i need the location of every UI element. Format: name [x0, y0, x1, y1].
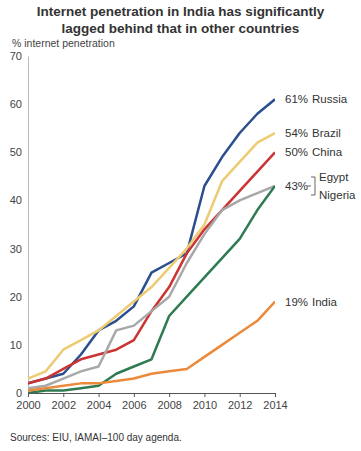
y-axis-label: % internet penetration	[12, 37, 115, 49]
y-tick-label: 60	[10, 98, 22, 110]
x-tick: 2000	[16, 393, 40, 411]
series-name: Nigeria	[319, 189, 356, 201]
y-axis: 0 10 20 30 40 50 60 70	[10, 50, 29, 399]
series-name: China	[312, 146, 343, 158]
series-name: Russia	[312, 93, 348, 105]
x-tick-label: 2008	[157, 399, 181, 411]
series-line	[28, 186, 275, 393]
label-bracket	[307, 177, 315, 195]
y-tick-label: 30	[10, 243, 22, 255]
x-tick-label: 2004	[87, 399, 111, 411]
y-tick-label: 40	[10, 194, 22, 206]
value-label: 50%	[285, 146, 308, 158]
y-tick: 30	[10, 243, 28, 255]
y-tick-label: 50	[10, 146, 22, 158]
x-tick: 2004	[87, 393, 111, 411]
x-tick-label: 2014	[263, 399, 287, 411]
x-tick: 2002	[52, 393, 76, 411]
x-tick: 2006	[122, 393, 146, 411]
x-tick-mark	[63, 393, 64, 397]
x-tick: 2014	[263, 393, 287, 411]
y-tick-label: 70	[10, 50, 22, 62]
series-line	[28, 152, 275, 383]
y-tick-label: 0	[16, 387, 22, 399]
y-tick: 20	[10, 291, 28, 303]
y-tick: 0	[16, 387, 28, 399]
y-tick: 50	[10, 146, 28, 158]
series-name: India	[312, 296, 338, 308]
series-line	[28, 302, 275, 391]
end-labels: 61% Russia 54% Brazil 50% China 43% Egypt Nigeri…	[285, 93, 356, 307]
x-tick-mark	[204, 393, 205, 397]
y-tick: 60	[10, 98, 28, 110]
series-line	[28, 133, 275, 379]
x-tick-mark	[169, 393, 170, 397]
x-axis: 2000 2002 2004 2006 2008 2010 2012 2014	[16, 393, 287, 411]
x-tick-mark	[28, 393, 29, 397]
title: Internet penetration in India has signif…	[37, 4, 325, 36]
x-tick-label: 2000	[16, 399, 40, 411]
series-name: Egypt	[319, 171, 349, 183]
x-tick-mark	[240, 393, 241, 397]
value-label: 61%	[285, 93, 308, 105]
x-tick-label: 2010	[193, 399, 217, 411]
y-tick-label: 20	[10, 291, 22, 303]
x-axis-line	[29, 394, 276, 398]
x-tick-mark	[99, 393, 100, 397]
x-tick: 2012	[228, 393, 252, 411]
value-label: 54%	[285, 127, 308, 139]
x-tick-label: 2002	[52, 399, 76, 411]
x-tick-label: 2012	[228, 399, 252, 411]
y-tick: 70	[10, 50, 28, 62]
value-label: 43%	[285, 180, 308, 192]
x-tick: 2008	[157, 393, 181, 411]
y-axis-line	[28, 57, 29, 394]
y-tick: 10	[10, 339, 28, 351]
x-tick-mark	[134, 393, 135, 397]
series-name: Brazil	[312, 127, 341, 139]
lines	[28, 99, 275, 393]
x-tick: 2010	[193, 393, 217, 411]
value-label: 19%	[285, 296, 308, 308]
x-tick-mark	[275, 393, 276, 397]
y-tick-label: 10	[10, 339, 22, 351]
y-tick: 40	[10, 194, 28, 206]
source: Sources: EIU, IAMAI–100 day agenda.	[10, 432, 182, 443]
chart: Internet penetration in India has signif…	[0, 0, 361, 451]
x-tick-label: 2006	[122, 399, 146, 411]
